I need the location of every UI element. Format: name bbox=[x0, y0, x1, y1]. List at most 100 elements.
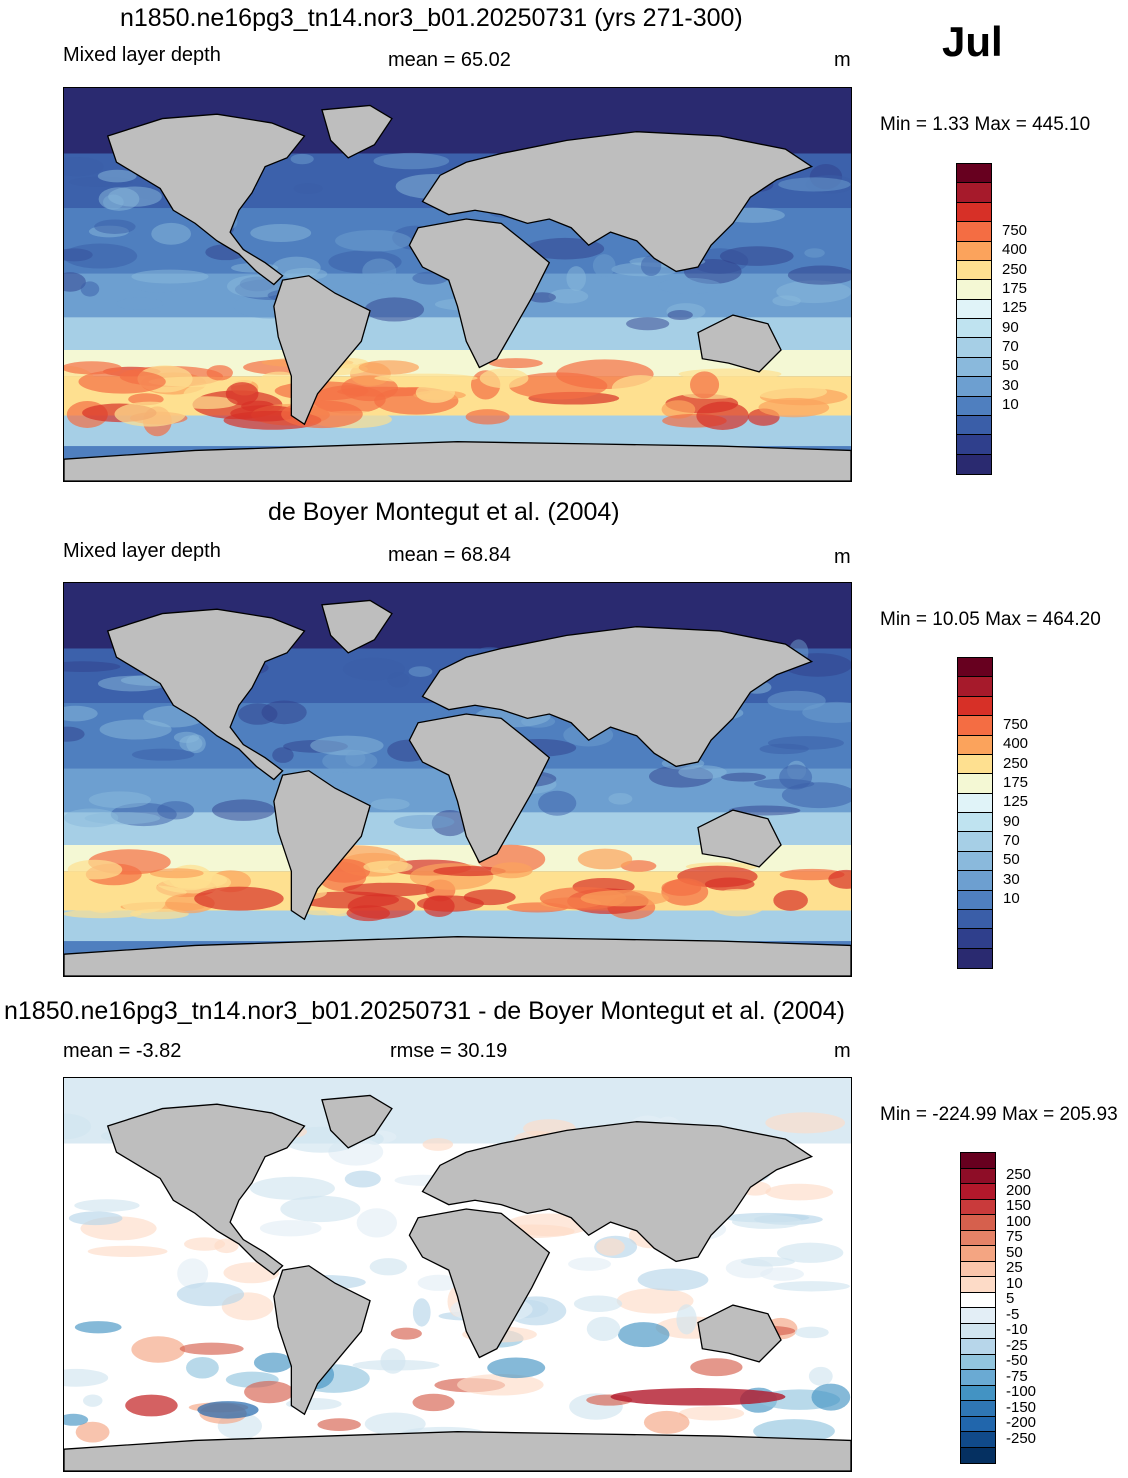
colorbar-segment bbox=[961, 1246, 995, 1262]
land-mass bbox=[697, 809, 782, 868]
colorbar-segment bbox=[958, 754, 992, 775]
colorbar-label: -200 bbox=[1006, 1414, 1037, 1432]
panel1-minmax: Min = 1.33 Max = 445.10 bbox=[880, 114, 1091, 135]
colorbar-segment bbox=[957, 338, 991, 358]
colorbar-label: 50 bbox=[1003, 851, 1020, 869]
panel2-map bbox=[63, 582, 852, 977]
colorbar-segment bbox=[961, 1401, 995, 1417]
colorbar-segment bbox=[958, 658, 992, 678]
colorbar-label: 30 bbox=[1002, 376, 1019, 394]
colorbar-segment bbox=[961, 1354, 995, 1370]
colorbar-segment bbox=[957, 415, 991, 436]
colorbar-label: 25 bbox=[1006, 1259, 1023, 1277]
panel2-title: de Boyer Montegut et al. (2004) bbox=[268, 498, 620, 526]
panel2-mean-label: mean = 68.84 bbox=[388, 544, 511, 566]
panel3-colorbar bbox=[960, 1152, 996, 1464]
colorbar-label: 150 bbox=[1006, 1197, 1032, 1215]
panel1-mean-label: mean = 65.02 bbox=[388, 49, 511, 71]
panel3-mean-label: mean = -3.82 bbox=[63, 1040, 182, 1062]
colorbar-label: 90 bbox=[1003, 812, 1020, 830]
colorbar-segment bbox=[957, 396, 991, 416]
colorbar-segment bbox=[961, 1447, 995, 1463]
land-mass bbox=[106, 113, 306, 286]
colorbar-label: -75 bbox=[1006, 1367, 1028, 1385]
colorbar-segment bbox=[961, 1292, 995, 1308]
colorbar-segment bbox=[958, 774, 992, 794]
colorbar-label: 70 bbox=[1002, 338, 1019, 356]
land-mass bbox=[321, 1094, 393, 1149]
colorbar-segment bbox=[958, 890, 992, 910]
colorbar-segment bbox=[958, 929, 992, 949]
colorbar-label: 50 bbox=[1006, 1243, 1023, 1261]
colorbar-segment bbox=[961, 1215, 995, 1231]
colorbar-segment bbox=[958, 851, 992, 872]
colorbar-segment bbox=[957, 319, 991, 339]
panel3-units: m bbox=[834, 1040, 851, 1062]
colorbar-segment bbox=[958, 909, 992, 930]
colorbar-segment bbox=[958, 716, 992, 736]
colorbar-segment bbox=[961, 1432, 995, 1448]
land-mass bbox=[421, 1121, 814, 1263]
land-mass bbox=[408, 218, 551, 369]
land-mass bbox=[408, 713, 551, 864]
colorbar-segment bbox=[957, 377, 991, 397]
colorbar-segment bbox=[957, 222, 991, 242]
panel2-variable-label: Mixed layer depth bbox=[63, 540, 221, 562]
colorbar-label: 400 bbox=[1003, 735, 1029, 753]
colorbar-label: -25 bbox=[1006, 1336, 1028, 1354]
colorbar-label: 75 bbox=[1006, 1228, 1023, 1246]
colorbar-segment bbox=[957, 241, 991, 261]
colorbar-segment bbox=[961, 1153, 995, 1169]
colorbar-label: 10 bbox=[1006, 1274, 1023, 1292]
colorbar-label: 125 bbox=[1003, 793, 1029, 811]
panel3-rmse-label: rmse = 30.19 bbox=[390, 1040, 508, 1062]
panel2-minmax: Min = 10.05 Max = 464.20 bbox=[880, 609, 1101, 630]
land-mass bbox=[64, 1431, 851, 1471]
colorbar-segment bbox=[961, 1230, 995, 1246]
land-mass bbox=[106, 608, 306, 781]
colorbar-segment bbox=[957, 357, 991, 378]
colorbar-segment bbox=[957, 260, 991, 281]
panel2-units: m bbox=[834, 546, 851, 568]
colorbar-segment bbox=[957, 454, 991, 474]
colorbar-label: 175 bbox=[1002, 279, 1028, 297]
panel2-colorbar bbox=[957, 657, 993, 969]
colorbar-label: -5 bbox=[1006, 1305, 1020, 1323]
panel3-map-svg bbox=[64, 1078, 851, 1471]
land-mass bbox=[697, 314, 782, 373]
land-mass bbox=[321, 599, 393, 654]
colorbar-segment bbox=[961, 1199, 995, 1215]
colorbar-segment bbox=[957, 183, 991, 203]
colorbar-label: -150 bbox=[1006, 1398, 1037, 1416]
colorbar-segment bbox=[957, 164, 991, 184]
colorbar-segment bbox=[958, 871, 992, 891]
colorbar-segment bbox=[957, 435, 991, 455]
colorbar-segment bbox=[961, 1308, 995, 1324]
colorbar-label: 50 bbox=[1002, 357, 1019, 375]
colorbar-label: 5 bbox=[1006, 1290, 1015, 1308]
panel1-colorbar bbox=[956, 163, 992, 475]
land-mass bbox=[321, 104, 393, 159]
month-label: Jul bbox=[942, 18, 1003, 65]
panel2-map-svg bbox=[64, 583, 851, 976]
colorbar-segment bbox=[961, 1416, 995, 1432]
colorbar-segment bbox=[958, 735, 992, 755]
panel1-variable-label: Mixed layer depth bbox=[63, 44, 221, 66]
panel3-map bbox=[63, 1077, 852, 1472]
colorbar-label: 175 bbox=[1003, 773, 1029, 791]
colorbar-label: 10 bbox=[1002, 396, 1019, 414]
colorbar-label: 400 bbox=[1002, 241, 1028, 259]
land-mass bbox=[273, 1265, 371, 1416]
colorbar-label: 200 bbox=[1006, 1181, 1032, 1199]
colorbar-label: -10 bbox=[1006, 1321, 1028, 1339]
land-mass bbox=[64, 936, 851, 976]
colorbar-label: -50 bbox=[1006, 1352, 1028, 1370]
colorbar-label: 10 bbox=[1003, 890, 1020, 908]
colorbar-label: 750 bbox=[1002, 221, 1028, 239]
colorbar-segment bbox=[958, 832, 992, 852]
panel3-title: n1850.ne16pg3_tn14.nor3_b01.20250731 - d… bbox=[4, 997, 845, 1025]
colorbar-segment bbox=[961, 1323, 995, 1339]
colorbar-segment bbox=[957, 202, 991, 223]
colorbar-label: 250 bbox=[1006, 1166, 1032, 1184]
panel3-minmax: Min = -224.99 Max = 205.93 bbox=[880, 1104, 1118, 1125]
